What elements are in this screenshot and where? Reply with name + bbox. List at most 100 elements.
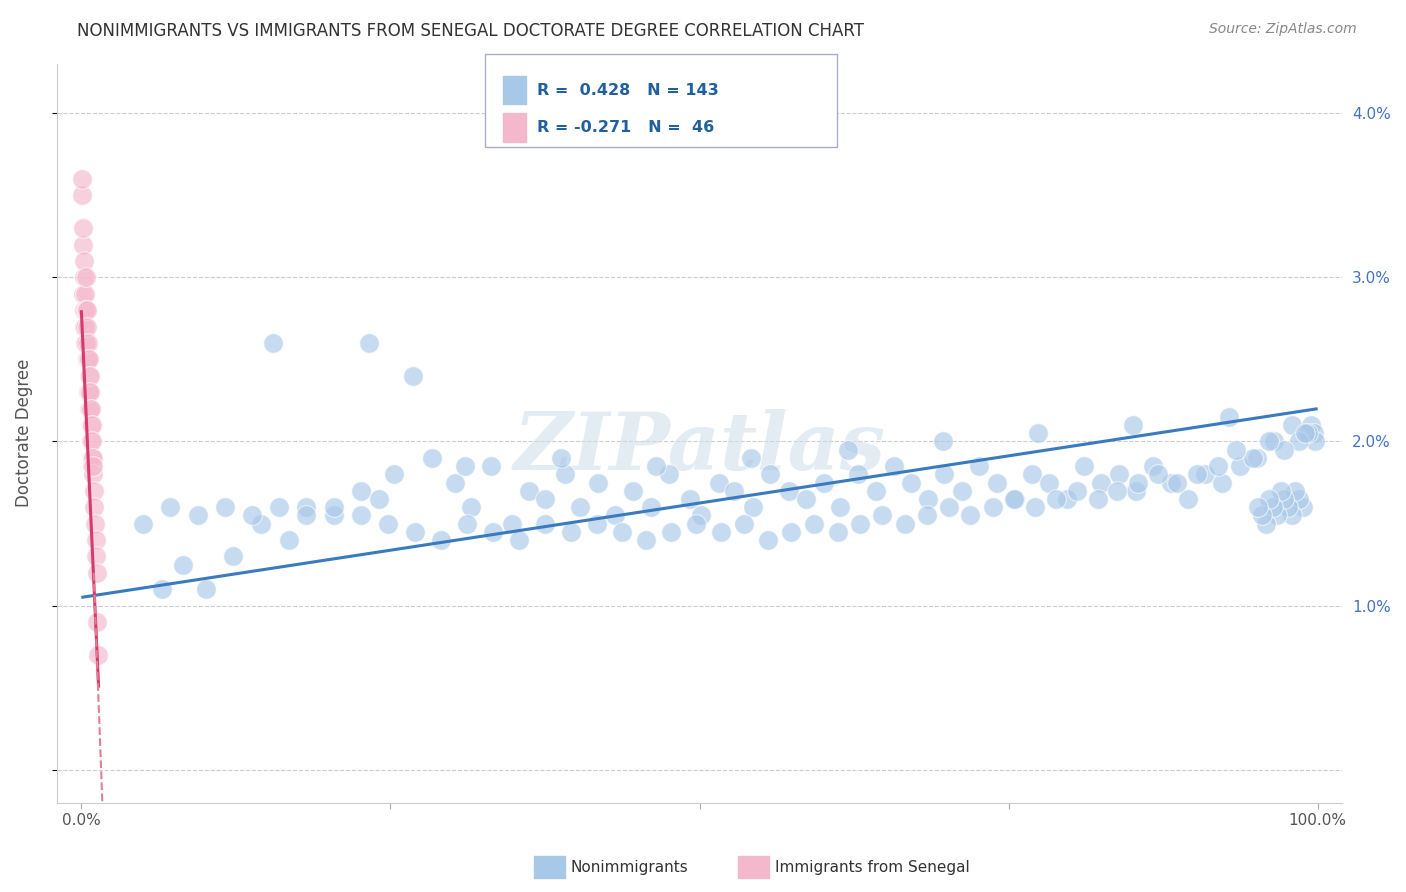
Point (1292, 500, 1315, 515)
Point (86, 615, 108, 629)
Point (950, 483, 973, 498)
Point (1206, 459, 1229, 474)
Point (249, 516, 271, 531)
Point (79, 418, 101, 433)
Point (73, 254, 96, 268)
Point (586, 475, 609, 490)
Point (1211, 475, 1233, 490)
Text: R = -0.271   N =  46: R = -0.271 N = 46 (537, 120, 714, 135)
Point (501, 516, 523, 531)
Point (368, 491, 391, 506)
Point (79, 401, 101, 416)
Point (187, 508, 209, 523)
Point (1166, 475, 1188, 490)
Point (900, 475, 922, 490)
Point (865, 483, 887, 498)
Point (77, 368, 100, 383)
Point (1301, 418, 1323, 433)
Point (1303, 434, 1326, 449)
Point (322, 508, 344, 523)
Point (422, 450, 444, 465)
Point (84, 516, 107, 531)
Point (72, 286, 94, 301)
Point (1254, 516, 1277, 531)
Point (443, 475, 465, 490)
Point (172, 558, 194, 572)
Point (645, 459, 668, 474)
Point (382, 467, 405, 482)
Point (803, 516, 825, 531)
Text: Nonimmigrants: Nonimmigrants (571, 860, 689, 874)
Point (741, 500, 763, 515)
Point (986, 475, 1008, 490)
Point (82, 459, 104, 474)
Point (350, 508, 373, 523)
Point (517, 483, 540, 498)
Point (73, 286, 96, 301)
Point (82, 450, 104, 465)
Point (1258, 491, 1281, 506)
Point (1087, 491, 1109, 506)
Point (830, 500, 852, 515)
Point (849, 516, 872, 531)
Point (350, 483, 373, 498)
Text: NONIMMIGRANTS VS IMMIGRANTS FROM SENEGAL DOCTORATE DEGREE CORRELATION CHART: NONIMMIGRANTS VS IMMIGRANTS FROM SENEGAL… (77, 22, 865, 40)
Point (846, 467, 869, 482)
Point (1277, 500, 1299, 515)
Point (756, 533, 779, 547)
Point (77, 385, 100, 400)
Point (75, 270, 97, 285)
Point (1229, 459, 1251, 474)
Point (72, 237, 94, 252)
Point (1194, 467, 1216, 482)
Point (295, 500, 318, 515)
Point (359, 336, 381, 351)
Point (967, 459, 990, 474)
Point (75, 303, 97, 318)
Point (84, 533, 107, 547)
Point (82, 467, 104, 482)
Point (150, 582, 173, 597)
Point (80, 401, 103, 416)
Point (837, 442, 859, 457)
Point (1295, 426, 1317, 441)
Point (77, 336, 100, 351)
Point (550, 450, 572, 465)
Point (938, 500, 960, 515)
Point (1247, 500, 1270, 515)
Point (883, 459, 905, 474)
Point (1251, 508, 1274, 523)
Point (640, 500, 662, 515)
Point (322, 500, 344, 515)
Point (740, 450, 762, 465)
Point (709, 475, 731, 490)
Point (508, 533, 530, 547)
Text: Immigrants from Senegal: Immigrants from Senegal (775, 860, 970, 874)
Point (75, 336, 97, 351)
Point (872, 508, 894, 523)
Point (586, 516, 609, 531)
Point (80, 450, 103, 465)
Point (77, 385, 100, 400)
Point (1107, 483, 1129, 498)
Point (827, 524, 849, 539)
Point (621, 483, 644, 498)
Point (1125, 483, 1147, 498)
Point (1045, 491, 1067, 506)
Point (560, 524, 582, 539)
Point (568, 500, 591, 515)
Point (1122, 418, 1144, 433)
Point (794, 491, 817, 506)
Point (76, 319, 98, 334)
Point (689, 508, 711, 523)
Point (1056, 491, 1078, 506)
Point (269, 500, 291, 515)
Point (723, 483, 745, 498)
Point (678, 491, 700, 506)
Point (404, 524, 426, 539)
Point (605, 508, 627, 523)
Point (1246, 450, 1268, 465)
Point (72, 172, 94, 186)
Point (685, 516, 707, 531)
Point (934, 467, 956, 482)
